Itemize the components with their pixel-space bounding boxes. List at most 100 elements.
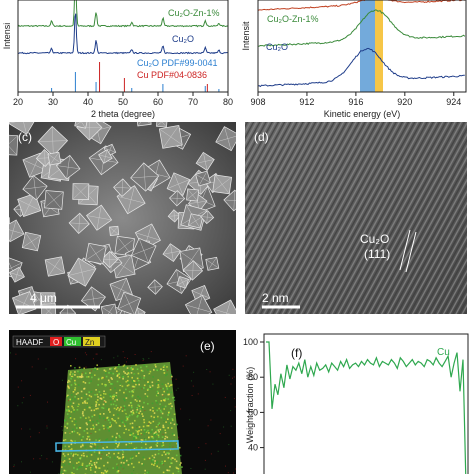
sem-crystal [44,256,66,277]
sem-crystal [158,125,183,149]
fringe-line [368,132,467,314]
fringe-line [436,258,467,314]
fringe-line [393,178,467,314]
sem-crystal [9,122,38,135]
fringe-line [290,122,398,314]
fringe-line [245,122,323,265]
sem-crystal [9,219,25,243]
panel-f-label: (f) [291,346,302,360]
fringe-line [346,122,453,314]
sem-crystal [59,304,77,314]
fringe-line [300,122,407,314]
sem-crystal [213,299,236,314]
panel-f-ylabel: Weight fraction (%) [245,367,255,443]
sem-crystal [86,204,113,231]
fringe-line [386,167,467,314]
x-tick-label: 60 [153,97,163,107]
fringe-line [256,122,363,314]
sem-crystal [188,213,204,229]
fringe-line [250,122,357,314]
panel-d-annotation-plane: (111) [364,247,390,261]
eds-legend: HAADF O Cu Zn [12,335,106,348]
fringe-line [272,122,379,314]
sem-crystal [186,188,200,202]
fringe-line [377,149,467,314]
xrd-line-cu2o [18,13,228,55]
sem-crystal [113,178,132,198]
panel-a-xrd: Intensi Cu₂O-Zn-1% Cu₂O Cu₂O PDF#99-0041… [2,0,233,119]
fringe-line [284,122,391,314]
auger-legend-cu2o-zn: Cu₂O-Zn-1% [267,14,319,24]
sem-crystal [176,275,190,289]
panel-f-linescan: Weight fraction (%) 100 80 60 40 (f) Cu [243,333,469,474]
panel-c-sem: (c) 4 μm [9,122,236,314]
fringe-line [318,122,425,314]
fringe-line [355,122,463,314]
lattice-fringes [245,122,467,314]
sem-crystal [167,209,181,223]
fringe-line [414,218,467,314]
fringe-line [269,122,376,314]
fringe-line [262,122,370,314]
fringe-line [245,122,295,214]
fringe-line [275,122,382,314]
fringe-line [371,138,467,314]
y-tick-label: 40 [248,443,258,453]
sem-crystal [166,172,191,196]
cu-weight-fraction-line [266,341,467,474]
fringe-line [433,252,467,314]
fringe-line [245,122,305,231]
sem-crystal [212,174,233,195]
sem-crystal [117,291,142,314]
panel-d-annotation-phase: Cu₂O [360,232,389,246]
x-tick-label: 40 [83,97,93,107]
fringe-line [245,122,345,305]
fringe-line [328,122,435,314]
xrd-legend-ref-cu2o: Cu₂O PDF#99-0041 [137,58,218,68]
sem-crystal [9,134,19,156]
fringe-line [287,122,394,314]
fringe-line [390,172,467,314]
x-tick-label: 924 [446,97,461,107]
x-tick-label: 50 [118,97,128,107]
x-tick-label: 912 [299,97,314,107]
fringe-line [245,122,298,219]
sem-crystal [47,151,62,166]
sem-crystal [223,189,236,212]
fringe-line [245,122,348,311]
sem-crystal [109,225,120,236]
auger-line-top [258,0,466,11]
sem-crystal [98,149,113,164]
fringe-line [337,122,444,314]
panel-c-label: (c) [18,130,32,144]
x-tick-label: 908 [250,97,265,107]
sem-crystal [168,190,186,207]
fringe-line [430,246,467,314]
sem-crystal [162,243,182,262]
fringe-line [245,122,329,276]
sem-crystal [85,242,107,265]
panel-a-xlabel: 2 theta (degree) [91,109,155,119]
fringe-line [245,122,280,185]
fringe-line [402,195,467,314]
sem-crystal [37,125,69,157]
fringe-line [349,122,456,314]
sem-crystal [72,183,90,201]
panel-b-frame [257,0,467,93]
fringe-line [396,184,467,314]
fringe-line [352,122,460,314]
fringe-line [281,122,388,314]
sem-crystal [17,192,42,218]
fringe-line [427,241,467,314]
x-tick-label: 920 [397,97,412,107]
eds-particle [60,362,182,474]
fringe-line [245,122,286,197]
fringe-line [421,229,467,314]
eds-legend-cu: Cu [66,338,76,347]
panel-f-frame [263,333,469,474]
fringe-line [365,127,467,314]
panel-d-hrtem: (d) Cu₂O (111) 2 nm [245,122,467,314]
y-tick-label: 60 [248,407,258,417]
fringe-line [266,122,373,314]
